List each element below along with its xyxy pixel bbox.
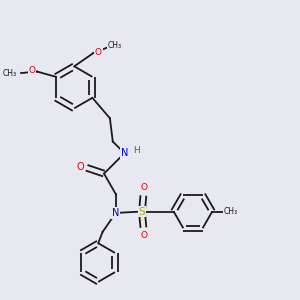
Text: CH₃: CH₃	[223, 207, 237, 216]
Text: O: O	[76, 162, 84, 172]
Text: CH₃: CH₃	[107, 40, 122, 50]
Text: CH₃: CH₃	[3, 69, 17, 78]
Text: N: N	[121, 148, 128, 158]
Text: O: O	[140, 183, 147, 192]
Text: H: H	[133, 146, 140, 155]
Text: O: O	[95, 48, 102, 57]
Text: S: S	[139, 206, 145, 217]
Text: N: N	[112, 208, 119, 218]
Text: O: O	[140, 231, 147, 240]
Text: O: O	[28, 67, 35, 76]
